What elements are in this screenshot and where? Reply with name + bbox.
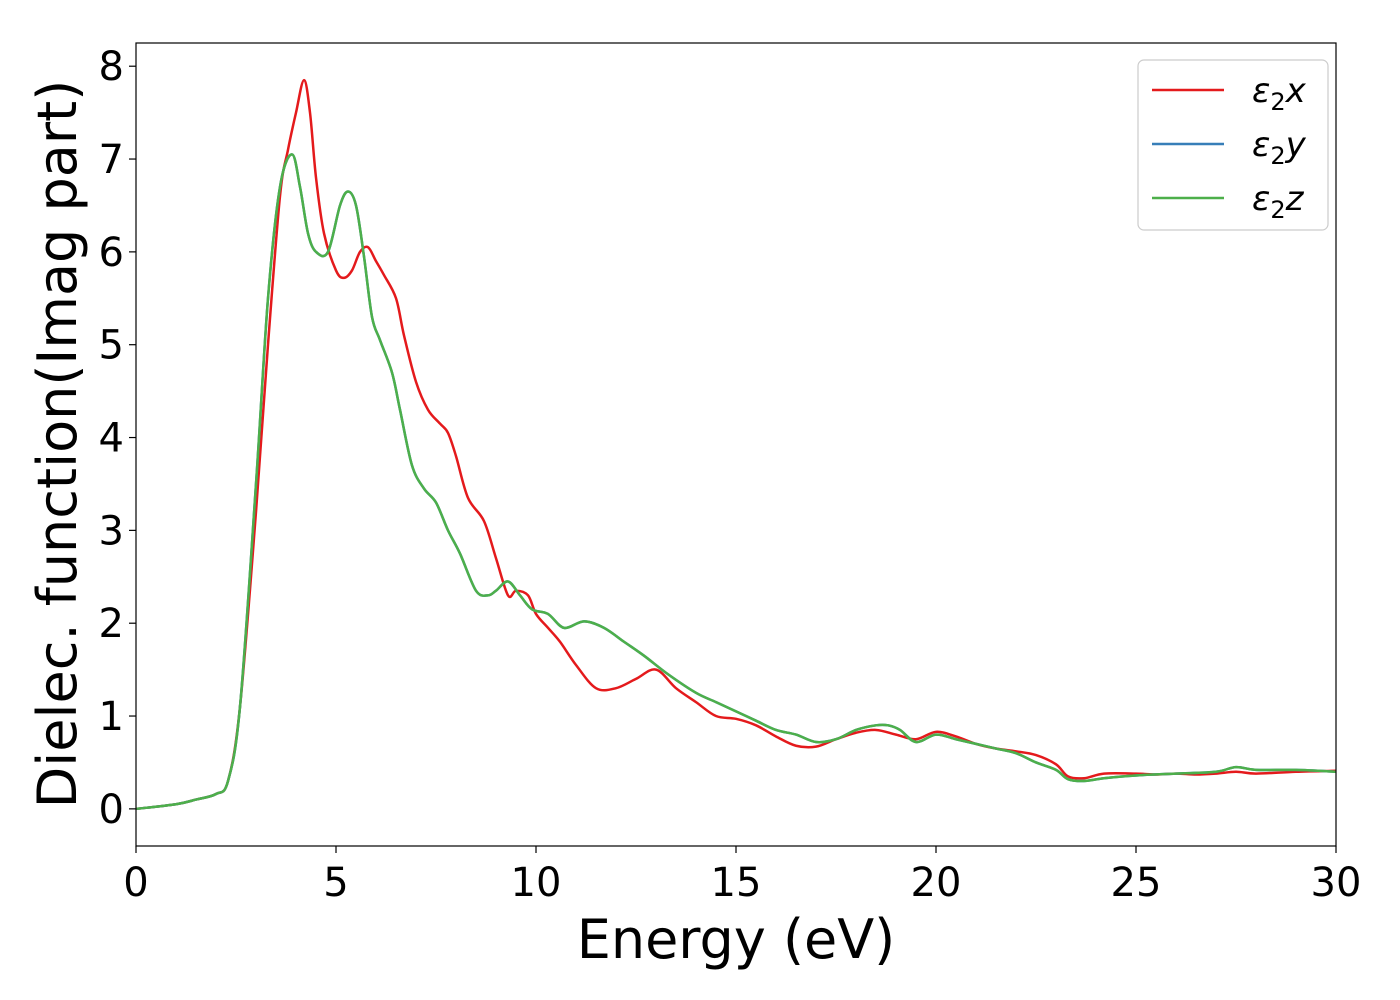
y-tick-label: 1 bbox=[99, 694, 124, 740]
series-line-x bbox=[135, 78, 1337, 811]
y-tick-label: 2 bbox=[99, 601, 124, 647]
legend-box bbox=[1137, 59, 1329, 231]
legend: ε2x ε2y ε2z bbox=[1137, 59, 1329, 231]
y-axis-label: Dielec. function(Imag part) bbox=[26, 80, 89, 809]
legend-label-z: ε2z bbox=[1252, 179, 1305, 224]
x-axis-label: Energy (eV) bbox=[577, 908, 896, 971]
y-tick-label: 6 bbox=[99, 230, 124, 276]
y-tick-label: 3 bbox=[99, 508, 124, 554]
y-tick-label: 0 bbox=[99, 787, 124, 833]
legend-label-y: ε2y bbox=[1252, 125, 1307, 170]
ticks-layer: 0 5 10 15 20 25 30 0 1 2 3 4 5 6 7 8 bbox=[99, 44, 1362, 906]
x-tick-label: 10 bbox=[511, 860, 562, 906]
y-tick-label: 7 bbox=[99, 137, 124, 183]
y-tick-label: 8 bbox=[99, 44, 124, 90]
x-tick-label: 20 bbox=[911, 860, 962, 906]
series-line-z bbox=[135, 153, 1337, 811]
x-tick-label: 5 bbox=[323, 860, 348, 906]
x-tick-label: 0 bbox=[123, 860, 148, 906]
x-tick-label: 30 bbox=[1311, 860, 1362, 906]
x-tick-label: 15 bbox=[711, 860, 762, 906]
y-tick-label: 4 bbox=[99, 416, 124, 462]
y-tick-label: 5 bbox=[99, 323, 124, 369]
legend-label-x: ε2x bbox=[1252, 71, 1307, 116]
x-tick-label: 25 bbox=[1111, 860, 1162, 906]
series-layer bbox=[135, 78, 1337, 811]
